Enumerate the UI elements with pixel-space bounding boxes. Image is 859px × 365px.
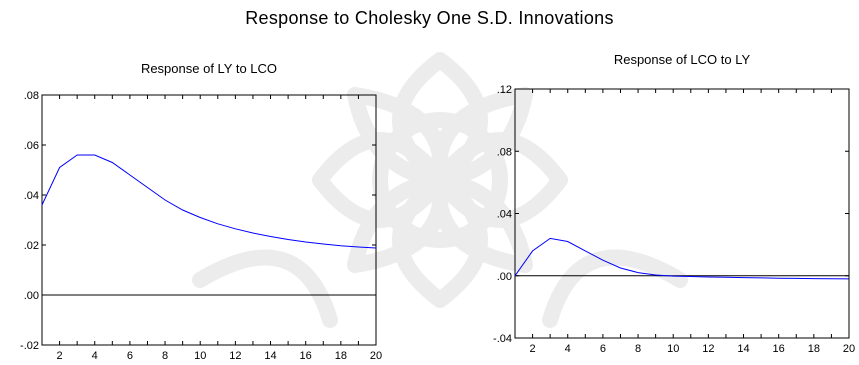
x-tick-label: 16 [773, 343, 785, 355]
response-series-line [514, 237, 850, 280]
x-tick-label: 12 [229, 350, 241, 362]
x-tick-label: 4 [565, 343, 571, 355]
x-tick-label: 10 [194, 350, 206, 362]
y-tick-label: .08 [497, 146, 512, 158]
y-tick-label: .12 [497, 84, 512, 96]
x-tick-label: 12 [702, 343, 714, 355]
x-tick-label: 10 [667, 343, 679, 355]
page-title: Response to Cholesky One S.D. Innovation… [245, 8, 614, 28]
x-tick-label: 20 [370, 350, 382, 362]
response-series-line [41, 154, 377, 249]
x-tick-label: 6 [127, 350, 133, 362]
y-tick-label: .04 [24, 190, 39, 202]
chart-title-left: Response of LY to LCO [140, 61, 278, 76]
x-tick-label: 8 [162, 350, 168, 362]
y-tick-label: -.02 [20, 340, 39, 352]
x-tick-label: 6 [600, 343, 606, 355]
x-tick-label: 2 [57, 350, 63, 362]
y-tick-label: .00 [497, 271, 512, 283]
x-tick-label: 16 [300, 350, 312, 362]
x-tick-label: 18 [808, 343, 820, 355]
chart-title-right: Response of LCO to LY [613, 52, 751, 67]
x-tick-label: 20 [843, 343, 855, 355]
y-tick-label: .00 [24, 290, 39, 302]
plot-frame [514, 88, 850, 339]
x-tick-label: 14 [264, 350, 276, 362]
y-tick-label: .06 [24, 140, 39, 152]
x-tick-label: 14 [737, 343, 749, 355]
y-tick-label: -.04 [493, 333, 512, 345]
y-tick-label: .04 [497, 209, 512, 221]
plot-frame [41, 94, 377, 346]
x-tick-label: 18 [335, 350, 347, 362]
x-tick-label: 2 [530, 343, 536, 355]
y-tick-label: .08 [24, 90, 39, 102]
x-tick-label: 4 [92, 350, 98, 362]
y-tick-label: .02 [24, 240, 39, 252]
x-tick-label: 8 [635, 343, 641, 355]
